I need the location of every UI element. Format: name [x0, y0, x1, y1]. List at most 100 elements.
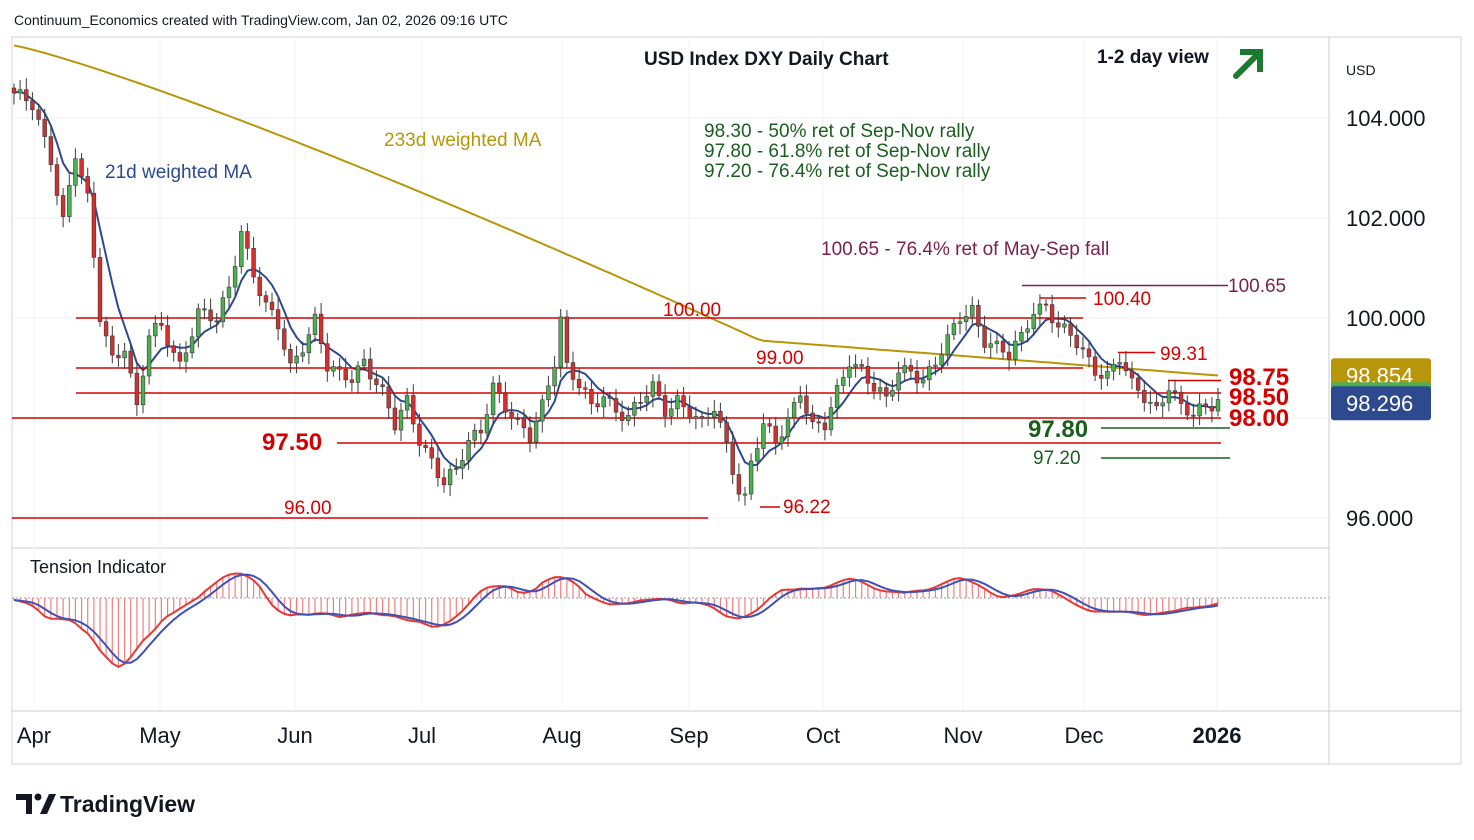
- candle: [576, 368, 582, 396]
- candle-body: [865, 365, 871, 384]
- candle: [877, 378, 883, 401]
- candle-body: [847, 366, 852, 378]
- candle-body: [601, 396, 606, 408]
- currency-label: USD: [1346, 62, 1376, 78]
- candle-body: [67, 185, 72, 217]
- candle-body: [202, 308, 207, 311]
- candle-body: [576, 378, 582, 389]
- level-label-98-50: 98.50: [1229, 384, 1289, 411]
- candle: [1000, 333, 1006, 360]
- candle: [1006, 341, 1012, 371]
- candle: [755, 437, 760, 472]
- candle: [54, 157, 60, 206]
- candle: [558, 309, 563, 378]
- candle: [693, 406, 699, 430]
- candle-body: [767, 423, 772, 427]
- candle: [325, 333, 330, 382]
- candle: [767, 418, 772, 433]
- y-tick-label: 100.000: [1346, 306, 1426, 331]
- candle-body: [349, 379, 355, 383]
- candle-body: [632, 401, 637, 416]
- candle: [36, 103, 41, 126]
- price-badge: 98.296: [1331, 386, 1431, 421]
- candle: [140, 365, 146, 414]
- candle: [963, 304, 969, 332]
- candle-body: [638, 401, 643, 404]
- candle: [1117, 353, 1122, 376]
- candle: [318, 303, 324, 354]
- candle-body: [196, 308, 201, 338]
- candle: [48, 125, 54, 172]
- candle-body: [429, 447, 434, 459]
- candle: [656, 374, 662, 400]
- candle: [730, 431, 735, 485]
- candle: [503, 381, 508, 420]
- ma233-label: 233d weighted MA: [384, 130, 542, 151]
- candle: [269, 292, 275, 317]
- candle-body: [165, 325, 170, 347]
- candle-body: [282, 328, 287, 350]
- candle: [60, 188, 66, 228]
- candle: [404, 387, 410, 419]
- candle: [546, 375, 551, 407]
- level-label-99-00: 99.00: [756, 348, 804, 369]
- candle-body: [140, 375, 146, 406]
- candle: [1049, 294, 1055, 333]
- candle-body: [1019, 331, 1024, 342]
- candle: [116, 343, 121, 367]
- candle: [687, 395, 692, 424]
- candle: [859, 359, 864, 372]
- candle: [380, 378, 385, 396]
- level-label-100-40: 100.40: [1093, 289, 1151, 310]
- candle-body: [484, 414, 490, 434]
- candle: [804, 384, 809, 425]
- candle: [183, 341, 189, 373]
- candle-body: [982, 325, 987, 348]
- candle-body: [392, 407, 398, 431]
- candle-body: [306, 334, 312, 354]
- candle-body: [1062, 323, 1067, 328]
- candle: [423, 439, 428, 453]
- candle-body: [748, 460, 754, 495]
- candle: [509, 402, 514, 430]
- candle: [1105, 360, 1110, 387]
- candle-body: [380, 384, 385, 387]
- candle: [515, 413, 520, 425]
- candle: [257, 267, 262, 306]
- candle: [226, 276, 232, 309]
- level-label-98-00: 98.00: [1229, 405, 1289, 432]
- candle-body: [1142, 389, 1147, 403]
- candle: [1166, 379, 1172, 412]
- candle: [699, 411, 705, 428]
- candle: [128, 344, 133, 378]
- candle-body: [552, 366, 557, 387]
- candle-body: [626, 414, 631, 421]
- candle: [638, 391, 643, 411]
- level-label-100-65: 100.65: [1228, 276, 1286, 297]
- candle: [1172, 379, 1178, 401]
- candle-body: [699, 416, 705, 419]
- x-tick-label: Nov: [943, 723, 982, 748]
- candlesticks: [11, 78, 1221, 506]
- candle: [1160, 396, 1165, 418]
- candle: [970, 296, 975, 325]
- candle: [736, 463, 742, 502]
- candle-body: [613, 398, 619, 413]
- candle-body: [687, 406, 692, 419]
- candle-body: [920, 379, 926, 384]
- candle-body: [232, 266, 238, 288]
- candle-body: [447, 469, 453, 486]
- candle-body: [1215, 399, 1221, 412]
- candle: [478, 419, 484, 445]
- candle: [1019, 326, 1024, 352]
- candle: [798, 385, 803, 409]
- candle: [773, 417, 778, 455]
- candle: [159, 312, 164, 331]
- candle-body: [220, 297, 226, 323]
- candle-body: [85, 176, 90, 194]
- candle: [914, 360, 920, 395]
- candle: [263, 290, 269, 313]
- candle-body: [318, 313, 324, 345]
- candle-body: [497, 382, 502, 394]
